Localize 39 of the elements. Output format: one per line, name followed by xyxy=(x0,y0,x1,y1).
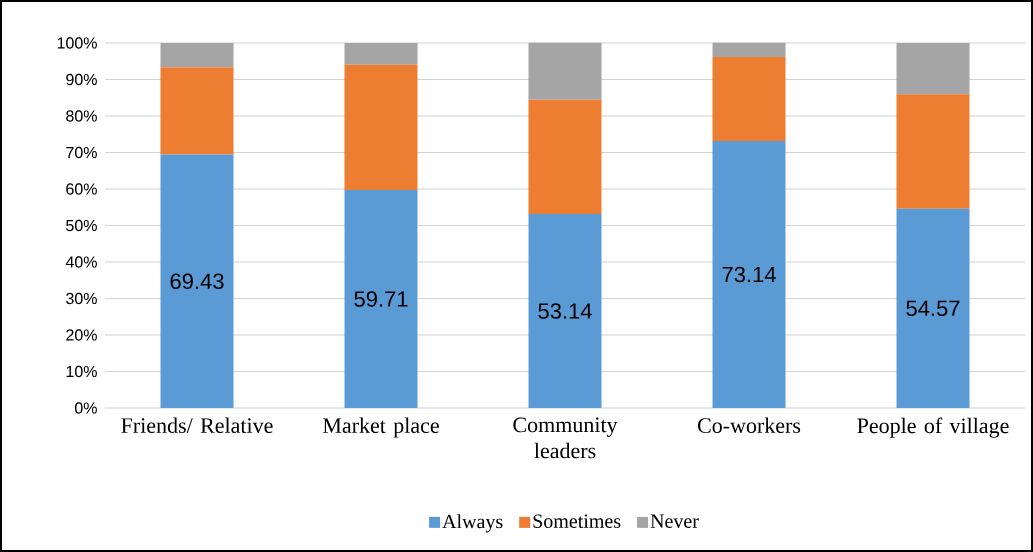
bar xyxy=(160,154,234,408)
bar xyxy=(344,190,418,408)
x-tick-label: People of village xyxy=(857,417,1009,438)
legend-label: Never xyxy=(650,514,699,528)
y-tick-label: 60% xyxy=(66,183,97,195)
data-label: 53.14 xyxy=(538,303,592,319)
bar xyxy=(896,208,970,408)
bar xyxy=(712,42,786,58)
bar xyxy=(528,214,602,408)
data-label: 54.57 xyxy=(906,300,960,317)
y-tick-label: 80% xyxy=(66,110,97,122)
data-label: 73.14 xyxy=(722,266,776,283)
bar xyxy=(712,57,786,142)
bar xyxy=(344,42,418,65)
bar xyxy=(344,64,418,191)
x-tick-label: Market place xyxy=(323,417,439,438)
bar xyxy=(712,141,786,408)
bar xyxy=(528,42,602,100)
x-tick-label: Friends/ Relative xyxy=(121,417,273,433)
data-label: 69.43 xyxy=(170,273,224,290)
y-tick-label: 70% xyxy=(66,146,97,159)
bar xyxy=(896,94,970,209)
y-tick-label: 30% xyxy=(66,292,97,305)
bar xyxy=(160,67,234,155)
bar xyxy=(160,42,234,68)
x-tick-label: Community leaders xyxy=(513,417,618,459)
y-tick-label: 0% xyxy=(74,402,97,414)
y-tick-label: 90% xyxy=(66,73,97,86)
bar xyxy=(896,43,970,95)
legend-label: Always xyxy=(442,514,503,533)
y-tick-label: 50% xyxy=(66,219,97,232)
y-tick-label: 100% xyxy=(57,37,97,49)
y-tick-label: 20% xyxy=(66,329,97,341)
x-tick-label: Co-workers xyxy=(697,417,801,433)
y-tick-label: 40% xyxy=(65,256,97,268)
bar xyxy=(528,99,602,215)
data-label: 59.71 xyxy=(354,291,408,307)
y-tick-label: 10% xyxy=(66,365,97,378)
legend-label: Sometimes xyxy=(533,514,621,528)
